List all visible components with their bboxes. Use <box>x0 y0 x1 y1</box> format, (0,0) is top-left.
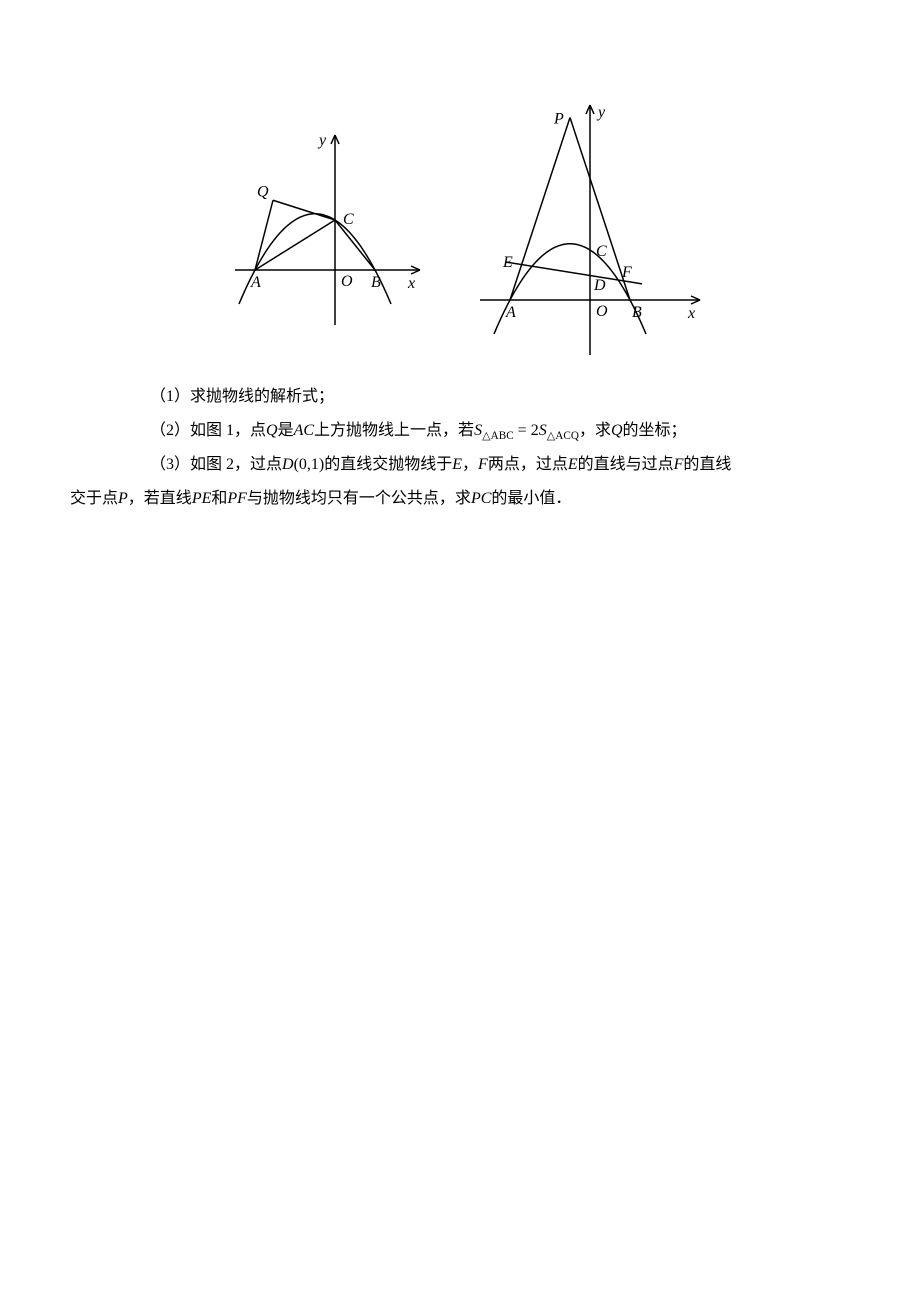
svg-text:A: A <box>505 304 516 321</box>
question-1: （1）求抛物线的解析式； <box>150 380 850 414</box>
svg-text:Q: Q <box>257 183 269 200</box>
svg-text:A: A <box>250 274 261 291</box>
svg-text:O: O <box>341 273 353 290</box>
svg-text:B: B <box>371 274 381 291</box>
svg-text:C: C <box>596 243 607 260</box>
figure-1: Ox y A B C Q <box>205 80 435 340</box>
svg-text:E: E <box>502 254 513 271</box>
question-3-line1: （3）如图 2，过点D(0,1)的直线交抛物线于E，F两点，过点E的直线与过点F… <box>150 448 850 482</box>
figure-2: Ox y A B CD E F P <box>445 80 715 370</box>
question-2: （2）如图 1，点Q是AC上方抛物线上一点，若S△ABC = 2S△ACQ，求Q… <box>150 414 850 449</box>
svg-text:P: P <box>553 111 564 128</box>
page: OxyABCQ OxyABCDEFP （1）求抛物线的解析式； （2）如图 1，… <box>0 0 920 1302</box>
svg-text:C: C <box>343 211 354 228</box>
svg-text:x: x <box>407 275 415 292</box>
svg-text:x: x <box>687 305 695 322</box>
svg-text:F: F <box>621 264 632 281</box>
figures-row: OxyABCQ OxyABCDEFP <box>70 80 850 370</box>
svg-text:B: B <box>632 304 642 321</box>
svg-text:y: y <box>596 104 606 121</box>
q1-text: （1）求抛物线的解析式； <box>150 388 334 405</box>
question-3-line2: 交于点P，若直线PE和PF与抛物线均只有一个公共点，求PC的最小值． <box>70 482 850 516</box>
svg-text:O: O <box>596 303 608 320</box>
svg-text:y: y <box>317 132 327 149</box>
svg-text:D: D <box>593 277 606 294</box>
